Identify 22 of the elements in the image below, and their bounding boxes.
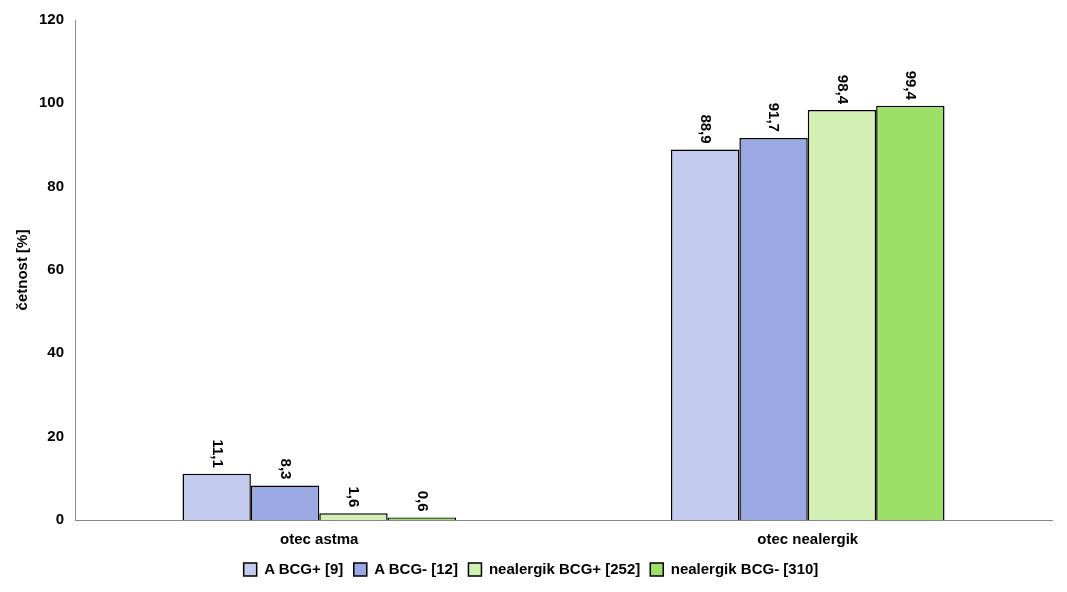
legend-label: nealergik BCG- [310] [670, 559, 819, 577]
data-label: 98,4 [834, 74, 852, 105]
y-axis-title: četnost [%] [13, 229, 31, 311]
data-label: 0,6 [414, 490, 432, 512]
data-label: 8,3 [277, 458, 295, 480]
y-tick-label: 80 [47, 176, 65, 194]
data-label: 1,6 [346, 486, 364, 508]
y-tick-label: 100 [39, 93, 65, 111]
y-tick-label: 0 [55, 510, 65, 528]
legend-label: A BCG+ [9] [264, 559, 344, 577]
x-tick-label: otec astma [280, 530, 360, 548]
y-tick-label: 120 [39, 10, 65, 28]
y-tick-label: 20 [47, 426, 65, 444]
data-label: 88,9 [698, 114, 716, 144]
x-tick-label: otec nealergik [757, 530, 859, 548]
data-label: 99,4 [903, 70, 921, 101]
data-label: 11,1 [209, 439, 227, 468]
data-label: 91,7 [766, 102, 784, 132]
y-tick-label: 40 [47, 343, 65, 361]
legend-label: A BCG- [12] [374, 559, 458, 577]
legend-label: nealergik BCG+ [252] [488, 559, 641, 577]
y-tick-label: 60 [47, 260, 65, 278]
